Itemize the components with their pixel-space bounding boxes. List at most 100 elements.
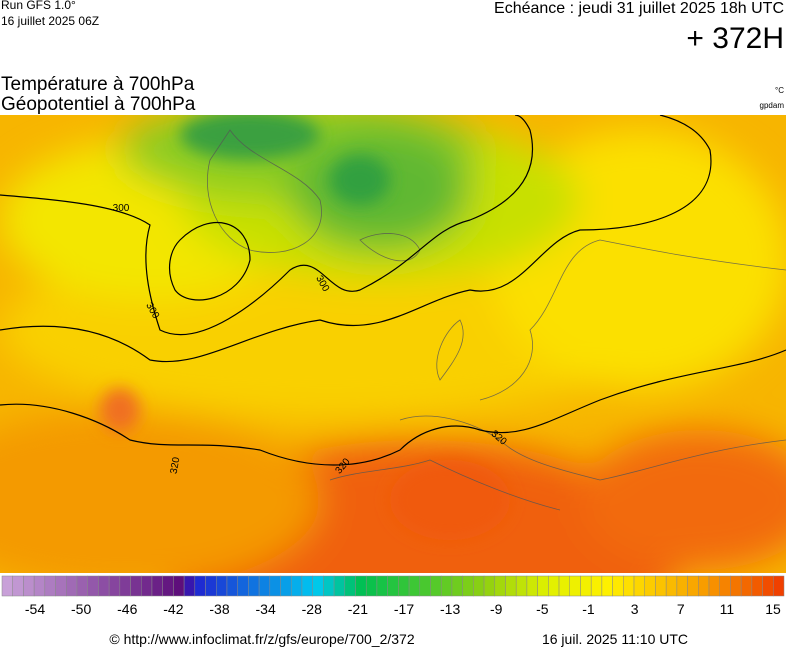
color-swatch [226, 575, 238, 597]
color-swatch [215, 575, 228, 597]
color-swatch [548, 575, 560, 597]
color-swatch [665, 575, 678, 597]
coastlines [207, 129, 786, 511]
colorbar-tick-label: -21 [348, 601, 368, 617]
unit-temperature: °C [775, 86, 784, 95]
color-swatch [323, 575, 335, 597]
color-swatch [751, 575, 763, 597]
valid-time: Echéance : jeudi 31 juillet 2025 18h UTC [494, 0, 784, 17]
color-swatch [355, 575, 367, 597]
color-swatch [419, 575, 431, 597]
color-swatch [505, 575, 517, 597]
color-swatch [44, 575, 56, 597]
color-swatch [130, 575, 142, 597]
color-swatch [515, 575, 528, 597]
color-swatch [623, 575, 635, 597]
colorbar-tick-label: -9 [490, 601, 503, 617]
color-swatch [473, 575, 485, 597]
color-swatch [462, 575, 474, 597]
contour-label: 300 [113, 203, 130, 214]
color-swatch [248, 575, 260, 597]
colorbar-tick-label: -42 [163, 601, 183, 617]
color-swatch [740, 575, 753, 597]
colorbar-ticks: -54 -50 -46 -42 -38 -34 -28 -21 -17 -13 -9 -5 -1 3 7 11… [25, 601, 781, 617]
color-swatch [590, 575, 603, 597]
color-swatch [333, 575, 346, 597]
color-swatch [151, 575, 163, 597]
map: 300 300 300 320 320 320 [0, 115, 786, 573]
color-swatch [708, 575, 720, 597]
color-swatch [162, 575, 174, 597]
color-swatch [376, 575, 388, 597]
color-swatch [269, 575, 281, 597]
color-swatch [762, 575, 774, 597]
colorbar-tick-label: -54 [25, 601, 45, 617]
colorbar-tick-label: -28 [302, 601, 322, 617]
run-date: 16 juillet 2025 06Z [1, 14, 99, 28]
color-swatch [451, 575, 463, 597]
geopotential-contours [0, 115, 786, 466]
color-swatch [1, 575, 13, 597]
unit-geopotential: gpdam [760, 101, 785, 110]
color-swatch [601, 575, 613, 597]
color-swatch [301, 575, 313, 597]
color-swatch [312, 575, 324, 597]
timestamp: 16 juil. 2025 11:10 UTC [542, 631, 688, 647]
color-swatch [526, 575, 538, 597]
colorbar-tick-label: -17 [394, 601, 414, 617]
color-swatch [108, 575, 121, 597]
color-swatch [290, 575, 303, 597]
color-swatch [687, 575, 699, 597]
title-temperature: Température à 700hPa [1, 74, 195, 95]
color-swatch [237, 575, 249, 597]
color-swatch [87, 575, 99, 597]
colorbar-tick-label: -13 [440, 601, 460, 617]
color-swatch [773, 575, 785, 597]
colorbar-tick-label: -50 [71, 601, 91, 617]
colorbar-tick-label: 7 [677, 601, 685, 617]
color-swatch [344, 575, 356, 597]
color-swatch [194, 575, 206, 597]
contour-label: 320 [169, 456, 183, 475]
color-swatch [173, 575, 185, 597]
lead-time: + 372H [686, 22, 784, 55]
color-swatch [569, 575, 581, 597]
color-swatch [12, 575, 24, 597]
color-swatch [408, 575, 421, 597]
color-swatch [205, 575, 217, 597]
color-swatch [719, 575, 731, 597]
color-swatch [612, 575, 624, 597]
run-label: Run GFS 1.0° [1, 0, 76, 12]
color-swatch [387, 575, 399, 597]
source-url: © http://www.infoclimat.fr/z/gfs/europe/… [109, 631, 414, 647]
color-swatch [23, 575, 35, 597]
colorbar-tick-label: -1 [582, 601, 595, 617]
color-swatch [66, 575, 78, 597]
color-swatch [440, 575, 453, 597]
color-swatch [494, 575, 506, 597]
color-swatch [730, 575, 742, 597]
color-swatch [633, 575, 645, 597]
color-swatch [537, 575, 549, 597]
colorbar-tick-label: -34 [256, 601, 276, 617]
color-swatch [580, 575, 592, 597]
color-swatch [119, 575, 131, 597]
color-swatch [141, 575, 153, 597]
color-swatch [430, 575, 442, 597]
color-swatch [655, 575, 667, 597]
color-swatch [644, 575, 656, 597]
color-swatch [398, 575, 410, 597]
color-swatch [558, 575, 571, 597]
title-geopotential: Géopotentiel à 700hPa [1, 94, 196, 115]
color-swatch [183, 575, 196, 597]
colorbar-tick-label: 3 [631, 601, 639, 617]
colorbar-tick-label: 11 [720, 601, 735, 617]
colorbar-tick-label: -38 [209, 601, 229, 617]
colorbar-tick-label: 15 [765, 601, 781, 617]
color-swatch [365, 575, 378, 597]
color-swatch [483, 575, 496, 597]
colorbar-tick-label: -5 [536, 601, 549, 617]
colorbar [1, 575, 785, 597]
color-swatch [258, 575, 271, 597]
